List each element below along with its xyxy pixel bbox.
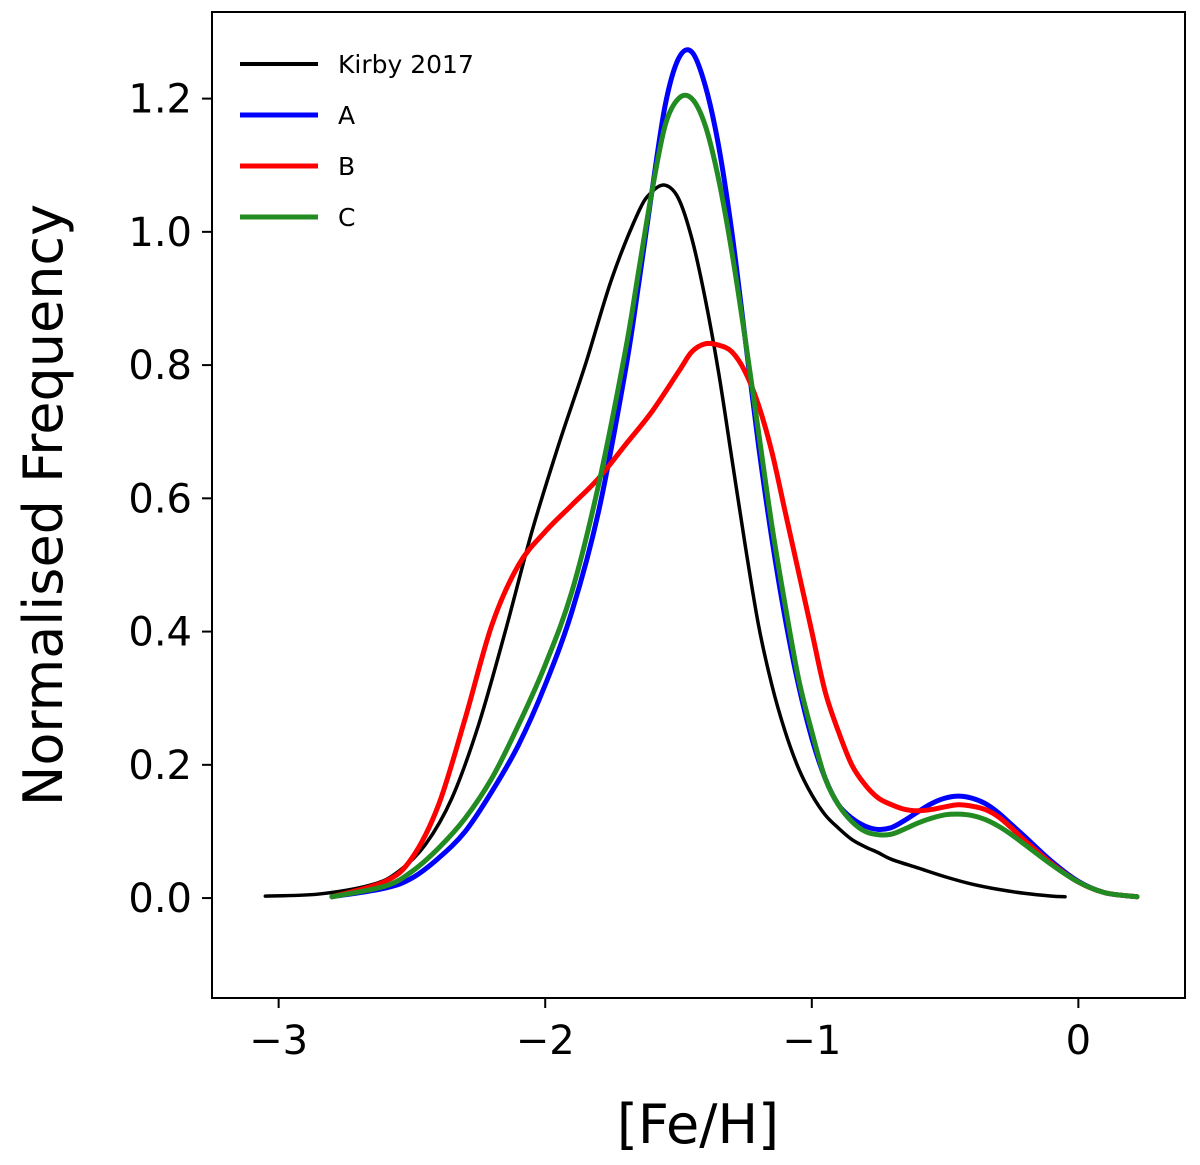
- series-line-kirby-2017: [263, 183, 1067, 899]
- x-axis-ticks: −3 −2 −1 0: [249, 998, 1091, 1064]
- legend: Kirby 2017 ABC: [240, 50, 474, 232]
- y-tick-label: 0.4: [128, 610, 192, 656]
- y-axis-label: Normalised Frequency: [12, 204, 75, 806]
- y-tick-label: 1.0: [128, 210, 192, 256]
- y-tick-label: 0.2: [128, 743, 192, 789]
- x-tick-label: −1: [782, 1018, 841, 1064]
- series-line-c: [329, 92, 1140, 900]
- y-tick-label: 0.6: [128, 476, 192, 522]
- legend-label: A: [338, 101, 355, 130]
- x-tick-label: −2: [516, 1018, 575, 1064]
- y-tick-label: 1.2: [128, 77, 192, 123]
- legend-label: B: [338, 152, 355, 181]
- x-axis-label: [Fe/H]: [617, 1093, 779, 1156]
- x-tick-label: 0: [1066, 1018, 1091, 1064]
- series-line-b: [329, 340, 1140, 900]
- y-tick-label: 0.8: [128, 343, 192, 389]
- series-layer: [263, 47, 1140, 900]
- legend-label: C: [338, 203, 355, 232]
- legend-label: Kirby 2017: [338, 50, 474, 79]
- y-axis-ticks: 0.0 0.2 0.4 0.6 0.8 1.0 1.2: [128, 77, 212, 922]
- y-tick-label: 0.0: [128, 876, 192, 922]
- x-tick-label: −3: [249, 1018, 308, 1064]
